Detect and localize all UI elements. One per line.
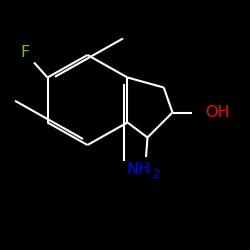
Text: 2: 2 [152, 168, 160, 181]
Text: NH: NH [127, 162, 151, 178]
Text: OH: OH [205, 105, 230, 120]
Text: F: F [20, 45, 30, 60]
